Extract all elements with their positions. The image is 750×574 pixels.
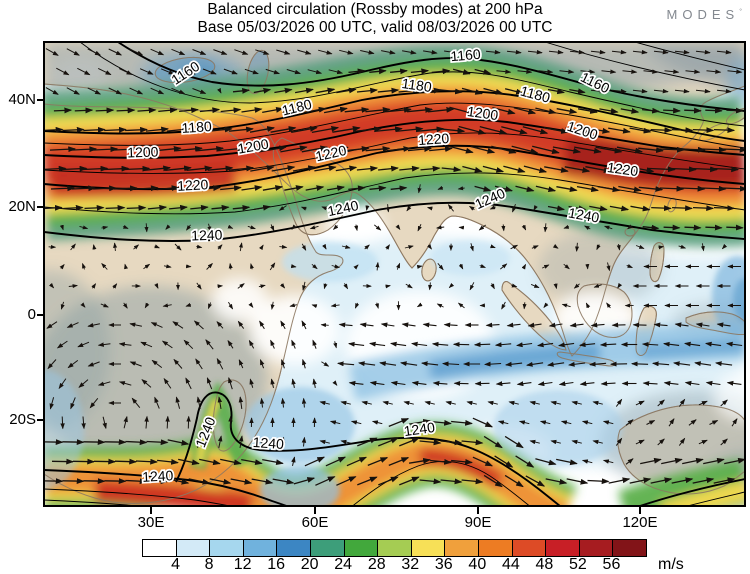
colorbar-tick-label: 4 [171, 556, 180, 573]
title-block: Balanced circulation (Rossby modes) at 2… [24, 1, 726, 37]
colorbar-cell [176, 540, 211, 556]
colorbar-unit: m/s [658, 556, 684, 573]
colorbar-cell [243, 540, 278, 556]
svg-text:1220: 1220 [177, 176, 209, 194]
colorbar-cell [277, 540, 311, 556]
colorbar-tick-label: 24 [334, 556, 353, 573]
lon-tick-label: 120E [622, 514, 658, 531]
axis-tick-marks [37, 99, 641, 514]
lat-tick-label: 20S [9, 411, 36, 428]
svg-text:1200: 1200 [127, 143, 159, 160]
lon-tick-label: 30E [137, 514, 165, 531]
svg-text:1220: 1220 [418, 130, 450, 148]
svg-text:1240: 1240 [252, 434, 284, 452]
lon-tick-label: 60E [301, 514, 329, 531]
svg-text:1220: 1220 [606, 159, 639, 179]
colorbar-tick-label: 20 [300, 556, 319, 573]
colorbar-cell [546, 540, 580, 556]
lat-tick-label: 20N [8, 198, 36, 215]
colorbar-tick-label: 40 [468, 556, 487, 573]
colorbar-tick-label: 36 [434, 556, 453, 573]
figure-title: Balanced circulation (Rossby modes) at 2… [207, 1, 543, 18]
colorbar-cell [143, 540, 177, 556]
colorbar-cell [512, 540, 547, 556]
colorbar-cell [378, 540, 412, 556]
figure-subtitle: Base 05/03/2026 00 UTC, valid 08/03/2026… [197, 19, 553, 36]
svg-text:1180: 1180 [280, 96, 313, 119]
colorbar-cell [210, 540, 244, 556]
svg-text:1160: 1160 [450, 46, 482, 65]
modes-logo-mark: ° [739, 8, 742, 16]
svg-text:1180: 1180 [401, 75, 433, 95]
colorbar-cell [344, 540, 379, 556]
colorbar-tick-label: 44 [501, 556, 520, 573]
colorbar-tick-label: 28 [367, 556, 386, 573]
colorbar-tick-label: 8 [204, 556, 214, 573]
svg-text:1240: 1240 [142, 467, 174, 485]
colorbar-cell [478, 540, 513, 556]
colorbar-tick-label: 16 [267, 556, 286, 573]
svg-text:1200: 1200 [466, 103, 499, 123]
colorbar-tick-label: 32 [401, 556, 420, 573]
modes-logo: MODES° [666, 7, 742, 22]
colorbar-tick-label: 56 [602, 556, 621, 573]
colorbar-cell [411, 540, 446, 556]
svg-text:1240: 1240 [403, 419, 436, 439]
colorbar-cell [310, 540, 345, 556]
colorbar-tick-label: 12 [233, 556, 252, 573]
svg-text:1180: 1180 [181, 118, 212, 136]
colorbar-tick-label: 52 [569, 556, 587, 573]
svg-text:1240: 1240 [191, 226, 223, 243]
lat-tick-label: 0 [27, 306, 36, 323]
colorbar-cell [613, 540, 646, 556]
colorbar-tick-label: 48 [535, 556, 554, 573]
colorbar [142, 539, 647, 557]
lat-tick-label: 40N [8, 91, 36, 108]
map-frame [43, 41, 746, 507]
wind-vectors [44, 48, 745, 488]
colorbar-cell [579, 540, 614, 556]
colorbar-cell [445, 540, 479, 556]
lon-tick-label: 90E [464, 514, 492, 531]
